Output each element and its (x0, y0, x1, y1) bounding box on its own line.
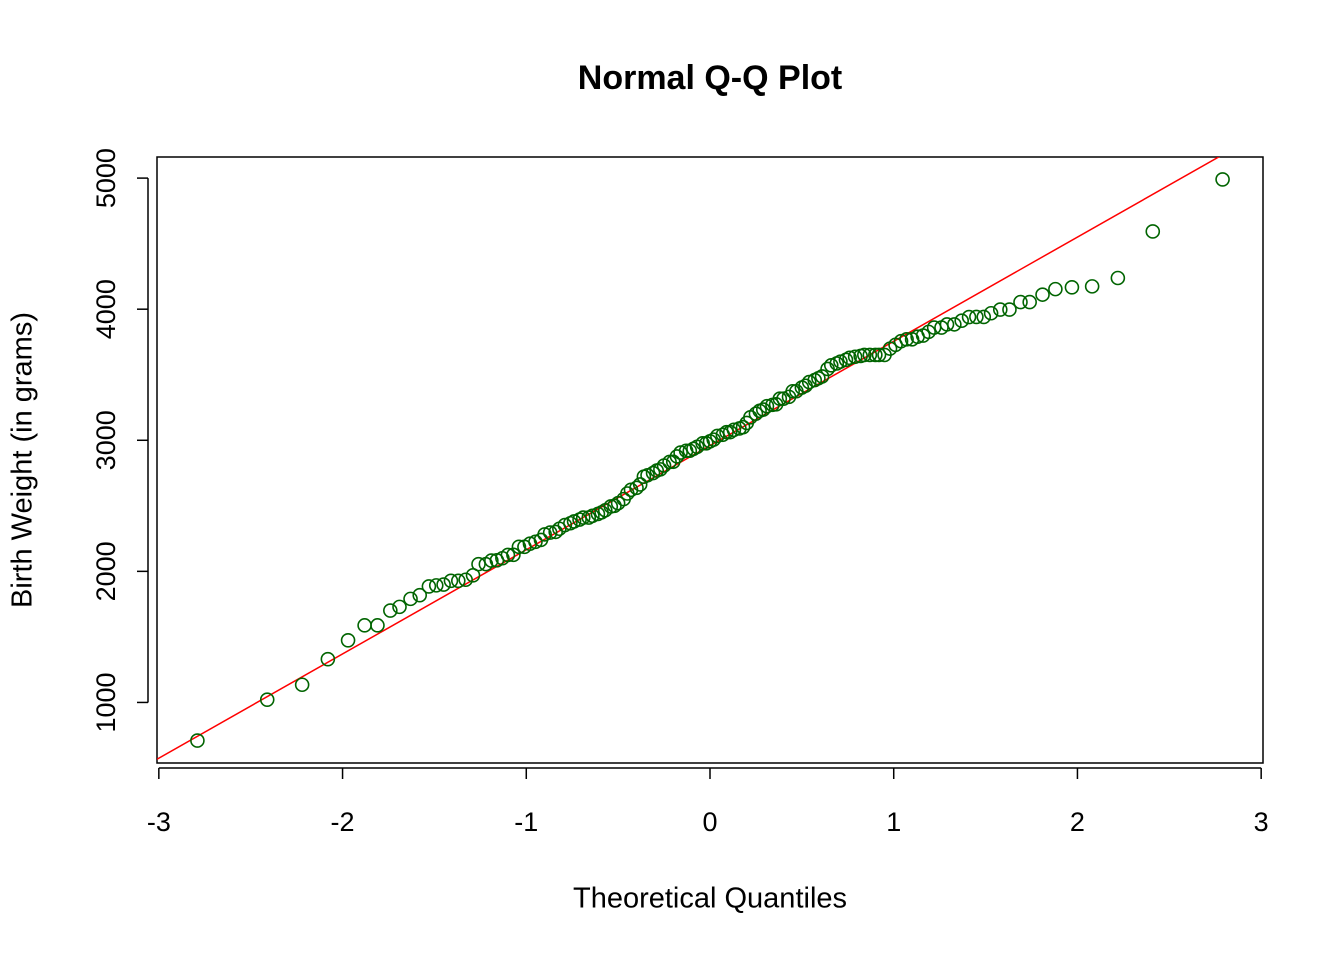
point (662, 454, 677, 470)
point (961, 309, 977, 325)
point (899, 332, 914, 347)
point (575, 510, 591, 525)
point (484, 553, 499, 568)
point (759, 398, 775, 414)
point (871, 347, 887, 363)
point (868, 347, 883, 363)
point (428, 578, 444, 593)
point (772, 391, 788, 407)
point (357, 618, 372, 633)
point (340, 633, 356, 648)
plot-frame (156, 156, 1264, 764)
y-axis-title: Birth Weight (in grams) (7, 312, 39, 608)
point (548, 524, 563, 540)
point (403, 591, 418, 607)
point (992, 302, 1008, 317)
point (412, 587, 428, 603)
x-tick-label: 1 (886, 807, 901, 837)
x-tick-label: -2 (331, 807, 355, 837)
point (629, 480, 644, 496)
point (1215, 172, 1230, 187)
point (857, 347, 872, 363)
point (1022, 294, 1037, 310)
point (755, 402, 771, 417)
point (1002, 302, 1017, 317)
point (436, 577, 451, 592)
chart-title: Normal Q-Q Plot (578, 59, 842, 97)
point (632, 477, 648, 492)
x-tick-label: -3 (147, 807, 171, 837)
point (653, 462, 668, 477)
y-tick-label: 4000 (91, 279, 121, 339)
point (421, 579, 437, 594)
point (976, 309, 992, 325)
point (1084, 279, 1100, 294)
point (719, 424, 734, 440)
point (1035, 287, 1050, 302)
point (1048, 281, 1063, 297)
point (320, 651, 336, 667)
point (1013, 294, 1028, 310)
point (814, 369, 830, 384)
point (1064, 279, 1080, 295)
point (748, 406, 764, 421)
point (511, 539, 527, 555)
point (471, 556, 486, 572)
point (722, 424, 738, 440)
point (500, 547, 516, 563)
point (645, 465, 661, 481)
x-tick-label: 2 (1070, 807, 1085, 837)
point (1145, 224, 1161, 239)
point (847, 349, 863, 365)
point (969, 309, 984, 325)
point (451, 573, 466, 589)
y-tick-label: 5000 (91, 148, 121, 208)
point (370, 618, 385, 633)
point (392, 599, 407, 615)
point (458, 572, 473, 588)
point (726, 422, 742, 438)
point (506, 547, 521, 563)
x-tick-label: 3 (1254, 807, 1269, 837)
y-tick-label: 3000 (91, 410, 121, 470)
point (542, 525, 558, 540)
point (785, 383, 800, 399)
point (706, 432, 721, 447)
point (862, 347, 878, 363)
point (710, 428, 725, 444)
plot-area (157, 157, 1230, 760)
y-tick-label: 1000 (91, 672, 121, 732)
point (1110, 270, 1126, 286)
y-tick-label: 2000 (91, 541, 121, 601)
point (190, 733, 205, 748)
point (259, 692, 275, 707)
x-axis-title: Theoretical Quantiles (573, 883, 847, 915)
point (954, 313, 969, 329)
x-tick-label: -1 (514, 807, 538, 837)
point (443, 573, 459, 589)
x-tick-label: 0 (702, 807, 717, 837)
point (294, 677, 310, 693)
point (842, 350, 857, 366)
point (383, 603, 398, 618)
point (939, 317, 955, 332)
point (947, 317, 962, 332)
point (983, 305, 999, 321)
point (735, 419, 751, 435)
